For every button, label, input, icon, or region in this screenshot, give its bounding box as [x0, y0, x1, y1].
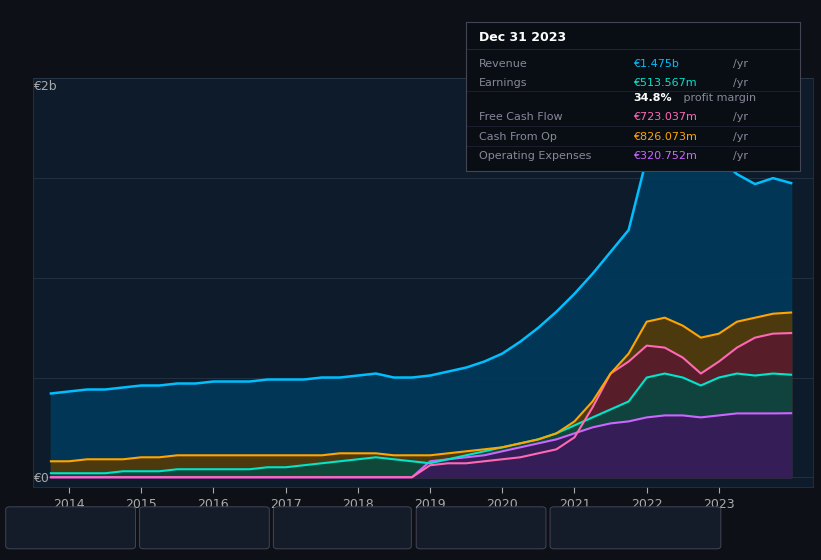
Text: Revenue: Revenue: [37, 523, 82, 533]
Text: Cash From Op: Cash From Op: [479, 132, 557, 142]
Text: profit margin: profit margin: [680, 93, 756, 103]
Text: ●: ●: [154, 523, 163, 533]
Text: Free Cash Flow: Free Cash Flow: [479, 113, 562, 123]
Text: €826.073m: €826.073m: [633, 132, 697, 142]
Text: /yr: /yr: [733, 132, 749, 142]
Text: ●: ●: [21, 523, 29, 533]
Text: Cash From Op: Cash From Op: [447, 523, 521, 533]
Text: €320.752m: €320.752m: [633, 151, 697, 161]
Text: Earnings: Earnings: [171, 523, 216, 533]
Text: Earnings: Earnings: [479, 78, 527, 88]
Text: ●: ●: [288, 523, 296, 533]
Text: /yr: /yr: [733, 78, 749, 88]
Text: Free Cash Flow: Free Cash Flow: [305, 523, 383, 533]
Text: /yr: /yr: [733, 59, 749, 69]
Text: Revenue: Revenue: [479, 59, 528, 69]
Text: ●: ●: [431, 523, 439, 533]
Text: €0: €0: [33, 472, 48, 486]
Text: Dec 31 2023: Dec 31 2023: [479, 31, 566, 44]
Text: €723.037m: €723.037m: [633, 113, 697, 123]
Text: /yr: /yr: [733, 113, 749, 123]
Text: €513.567m: €513.567m: [633, 78, 696, 88]
Text: 34.8%: 34.8%: [633, 93, 672, 103]
Text: Operating Expenses: Operating Expenses: [581, 523, 686, 533]
Text: /yr: /yr: [733, 151, 749, 161]
Text: €2b: €2b: [33, 80, 57, 94]
Text: Operating Expenses: Operating Expenses: [479, 151, 591, 161]
Text: €1.475b: €1.475b: [633, 59, 679, 69]
Text: ●: ●: [565, 523, 573, 533]
